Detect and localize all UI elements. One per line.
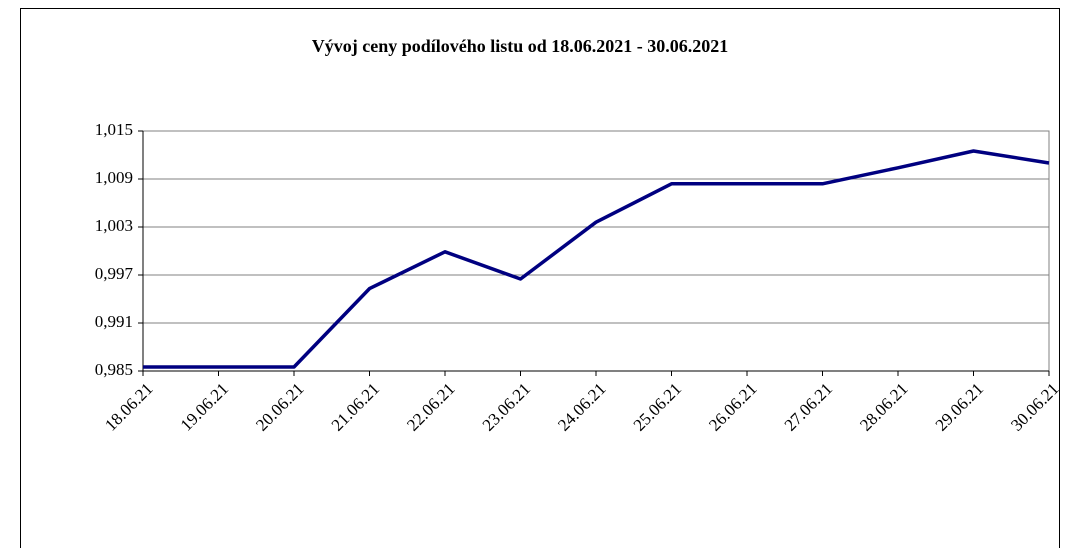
y-tick-label: 1,003 bbox=[95, 216, 133, 235]
y-tick-label: 1,009 bbox=[95, 168, 133, 187]
chart-title: Vývoj ceny podílového listu od 18.06.202… bbox=[312, 36, 729, 56]
price-line bbox=[143, 149, 1050, 369]
y-tick-label: 0,991 bbox=[95, 312, 133, 331]
plot-area bbox=[142, 130, 1050, 372]
y-tick-label: 0,985 bbox=[95, 360, 133, 379]
y-tick-label: 0,997 bbox=[95, 264, 134, 283]
y-tick-label: 1,015 bbox=[95, 120, 133, 139]
